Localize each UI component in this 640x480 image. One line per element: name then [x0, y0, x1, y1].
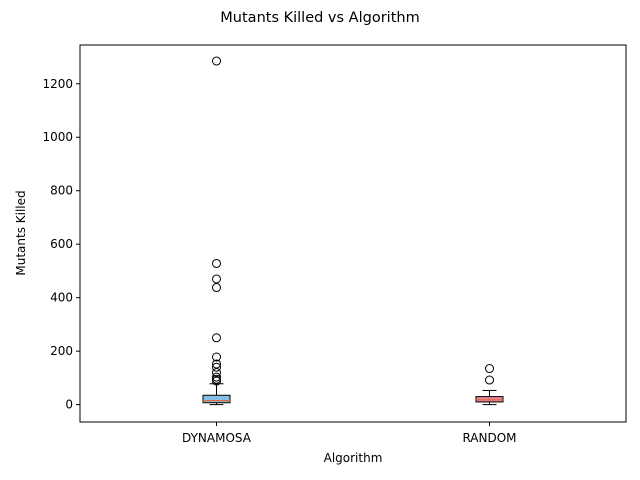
x-axis: DYNAMOSA RANDOM	[182, 422, 517, 445]
outlier-point	[212, 333, 221, 343]
outlier-point	[212, 283, 221, 293]
y-tick-label: 1200	[42, 77, 73, 91]
outlier-point	[212, 376, 221, 386]
outlier-point	[212, 359, 221, 369]
y-axis-label: Mutants Killed	[14, 190, 28, 275]
x-axis-label: Algorithm	[324, 451, 383, 465]
box-group-random	[475, 364, 504, 406]
y-tick-label: 400	[50, 291, 73, 305]
box-group-dynamosa	[202, 56, 231, 406]
chart-title: Mutants Killed vs Algorithm	[220, 10, 419, 26]
plot-frame	[79, 44, 627, 423]
outlier-point	[212, 352, 221, 362]
y-tick-label: 1000	[42, 130, 73, 144]
outlier-point	[485, 364, 494, 374]
outlier-point	[212, 368, 221, 378]
plot-marks	[202, 56, 504, 406]
iqr-box	[202, 394, 231, 404]
outlier-point	[212, 274, 221, 284]
outlier-point	[212, 372, 221, 382]
y-tick-label: 800	[50, 184, 73, 198]
y-tick-label: 200	[50, 344, 73, 358]
x-tick-label: RANDOM	[462, 431, 516, 445]
y-axis: 0 200 400 600 800 1000 1200	[42, 77, 80, 412]
x-tick-label: DYNAMOSA	[182, 431, 252, 445]
outlier-point	[212, 56, 221, 66]
outlier-point	[212, 362, 221, 372]
y-tick-label: 600	[50, 237, 73, 251]
y-tick-label: 0	[65, 398, 73, 412]
outlier-point	[485, 375, 494, 385]
outlier-point	[212, 258, 221, 268]
